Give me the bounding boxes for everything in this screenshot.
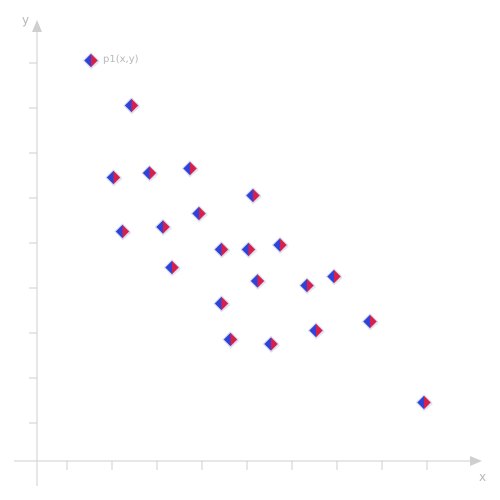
data-point	[249, 272, 267, 290]
data-point	[123, 97, 141, 115]
y-axis-arrow	[32, 20, 42, 32]
data-point	[105, 169, 123, 187]
legend-marker	[82, 52, 100, 70]
data-point	[141, 164, 159, 182]
data-point	[415, 394, 433, 412]
data-point	[307, 322, 325, 340]
data-point	[325, 268, 343, 286]
data-point	[240, 241, 258, 259]
legend-label: p1(x,y)	[103, 54, 139, 65]
data-point	[181, 160, 199, 178]
data-point	[213, 295, 231, 313]
x-axis-label: x	[479, 470, 486, 484]
data-point	[298, 277, 316, 295]
y-ticks	[29, 62, 37, 424]
axes: x y	[14, 13, 486, 486]
x-axis-arrow	[470, 456, 482, 466]
data-points	[105, 97, 433, 412]
data-point	[213, 241, 231, 259]
data-point	[262, 335, 280, 353]
legend: p1(x,y)	[82, 52, 139, 70]
data-point	[163, 259, 181, 277]
y-axis-label: y	[22, 13, 29, 27]
data-point	[114, 223, 132, 241]
data-point	[190, 205, 208, 223]
x-ticks	[66, 461, 428, 470]
data-point	[244, 187, 262, 205]
data-point	[154, 218, 172, 236]
data-point	[361, 313, 379, 331]
data-point	[271, 236, 289, 254]
data-point	[222, 331, 240, 349]
